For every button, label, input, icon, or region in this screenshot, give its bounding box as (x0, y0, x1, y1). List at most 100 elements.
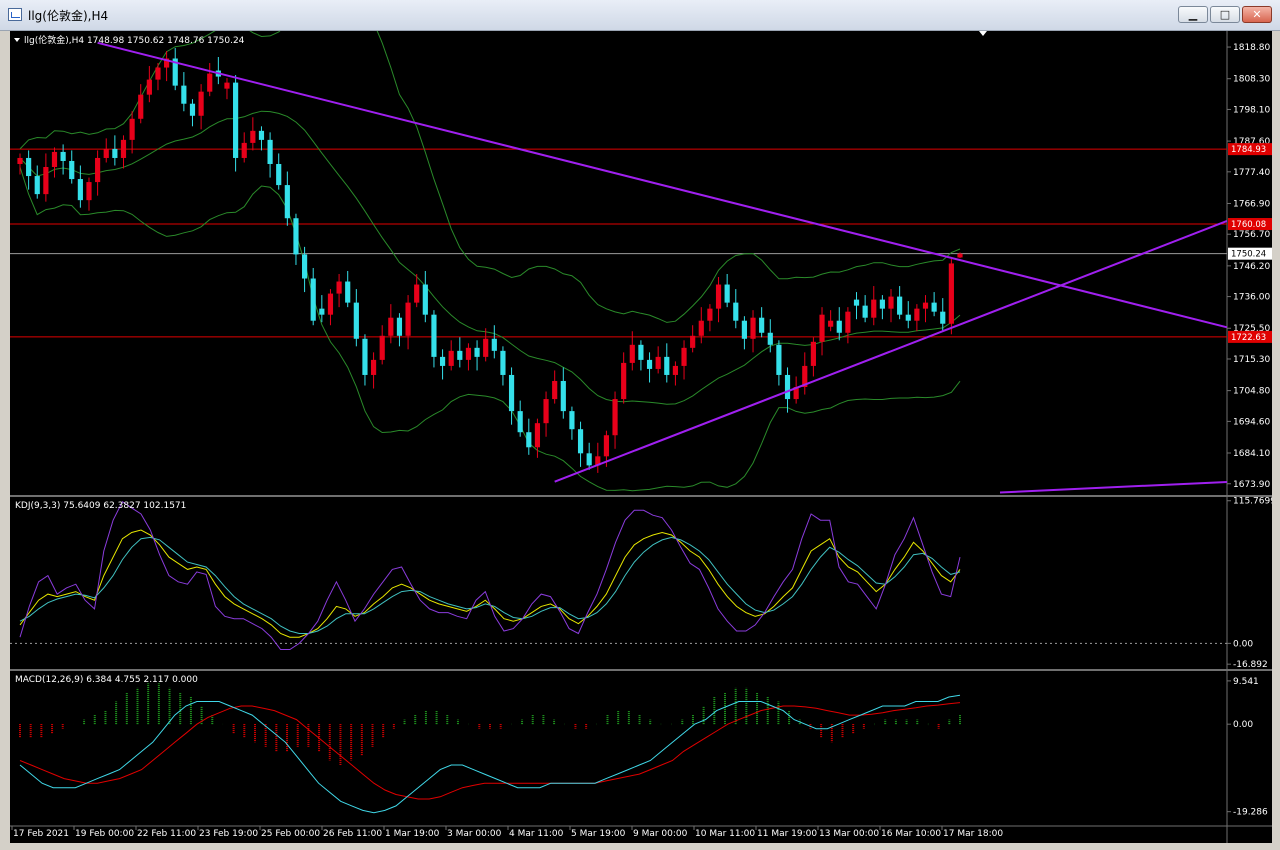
candle-body (69, 160, 75, 180)
macd-signal-line (19, 702, 961, 800)
candle-body (491, 338, 497, 351)
time-axis-label: 1 Mar 19:00 (385, 829, 440, 839)
candle-body (586, 453, 592, 466)
chart-window[interactable]: 17 Feb 2021 19 Feb 00:00 22 Feb 11:00 23 Fe… (10, 31, 1272, 843)
candle-body (957, 253, 963, 258)
candle-body (629, 344, 635, 363)
price-level-tag (1228, 330, 1272, 343)
price-axis-label: 1736.00 (1233, 293, 1270, 303)
ohlc-header: llg(伦敦金),H4 1748.98 1750.62 1748.76 1750… (24, 34, 245, 46)
candle-body (793, 387, 799, 400)
time-axis-label: 4 Mar 11:00 (509, 829, 564, 839)
candle-body (258, 130, 265, 140)
candle-body (34, 176, 40, 195)
candle-body (741, 320, 747, 339)
time-axis-label: 26 Feb 11:00 (323, 829, 382, 839)
candle-body (379, 335, 385, 360)
candle-body (327, 293, 334, 315)
candle-body (155, 67, 161, 80)
time-axis-label: 16 Mar 10:00 (881, 829, 941, 839)
candle-body (853, 299, 860, 306)
candle-body (672, 365, 678, 375)
lower-trendline (999, 480, 1228, 494)
candle-body (862, 305, 868, 318)
candle-body (414, 284, 420, 303)
candle-body (784, 374, 791, 400)
kdj-axis-label: 0.00 (1233, 639, 1253, 649)
candle-body (508, 374, 515, 412)
price-axis-label: 1756.70 (1233, 230, 1270, 240)
candle-body (465, 347, 472, 360)
candle-body (940, 311, 946, 324)
candle-body (198, 91, 204, 116)
candle-body (95, 157, 101, 183)
minimize-button[interactable]: ▁ (1178, 6, 1208, 23)
candle-body (448, 350, 454, 366)
candle-body (681, 347, 687, 366)
price-level-label: 1722.63 (1231, 333, 1266, 343)
candle-body (77, 179, 83, 201)
candle-body (836, 320, 842, 333)
candle-body (112, 148, 118, 158)
time-axis-label: 17 Mar 18:00 (943, 829, 1003, 839)
time-axis-label: 10 Mar 11:00 (695, 829, 755, 839)
candle-body (500, 350, 506, 375)
candle-body (897, 296, 903, 315)
price-axis-label: 1808.30 (1233, 75, 1270, 85)
candle-body (233, 82, 239, 158)
price-axis-label: 1766.90 (1233, 199, 1270, 209)
candle-body (948, 263, 954, 324)
title-bar: llg(伦敦金),H4 ▁ □ ✕ (0, 0, 1280, 31)
candle-body (284, 185, 290, 219)
bollinger-lower-band (19, 166, 961, 492)
price-axis-label: 1746.20 (1233, 262, 1270, 272)
candle-body (931, 302, 937, 312)
candle-body (396, 317, 403, 336)
candle-body (293, 218, 299, 255)
candle-body (810, 341, 816, 366)
price-level-tag (1228, 143, 1272, 156)
macd-axis-label: 0.00 (1233, 720, 1253, 730)
shift-marker-icon (979, 31, 987, 36)
candle-body (362, 338, 368, 375)
candle-body (612, 399, 618, 436)
candle-body (526, 432, 532, 448)
maximize-icon: □ (1219, 8, 1231, 21)
maximize-button[interactable]: □ (1210, 6, 1240, 23)
candle-body (276, 163, 282, 186)
ascending-trendline (554, 220, 1228, 483)
candle-body (250, 130, 256, 143)
time-axis-label: 19 Feb 00:00 (75, 829, 134, 839)
time-axis-label: 5 Mar 19:00 (571, 829, 626, 839)
candle-body (646, 359, 653, 369)
candle-body (353, 302, 359, 339)
chart-menu-arrow-icon (14, 38, 20, 42)
candle-body (638, 344, 644, 360)
candle-body (345, 281, 351, 303)
candle-body (690, 335, 696, 348)
current-price-label: 1750.24 (1231, 250, 1266, 260)
candle-body (422, 284, 428, 315)
candle-body (388, 317, 394, 336)
candle-body (819, 314, 825, 342)
candle-body (517, 411, 523, 433)
kdj-k-line (19, 529, 961, 638)
time-axis-label: 23 Feb 19:00 (199, 829, 258, 839)
close-button[interactable]: ✕ (1242, 6, 1272, 23)
macd-axis-label: -19.286 (1233, 808, 1268, 818)
price-level-tag (1228, 218, 1272, 231)
price-axis-label: 1704.80 (1233, 387, 1270, 397)
macd-title: MACD(12,26,9) 6.384 4.755 2.117 0.000 (15, 675, 198, 685)
candle-body (86, 182, 92, 201)
time-axis-label: 9 Mar 00:00 (633, 829, 688, 839)
close-icon: ✕ (1252, 8, 1262, 21)
time-axis-label: 25 Feb 00:00 (261, 829, 320, 839)
candle-body (577, 429, 584, 454)
candle-body (664, 356, 670, 375)
chart-canvas[interactable]: 17 Feb 2021 19 Feb 00:00 22 Feb 11:00 23 Fe… (10, 31, 1272, 843)
candle-body (241, 142, 247, 158)
price-axis-label: 1777.40 (1233, 168, 1270, 178)
candle-body (43, 167, 49, 195)
time-axis-label: 13 Mar 00:00 (819, 829, 879, 839)
candle-body (439, 356, 446, 366)
